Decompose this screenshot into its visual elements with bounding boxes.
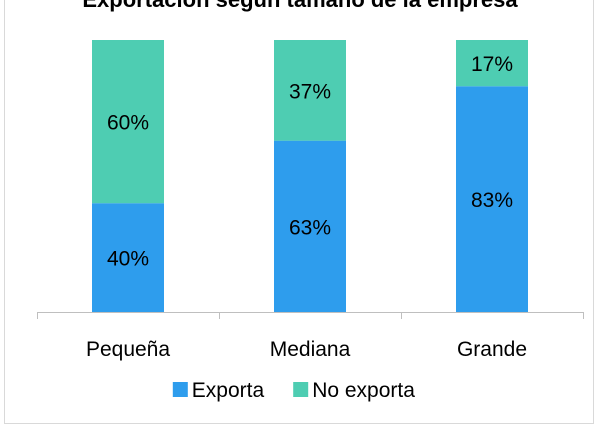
category-label-grande: Grande	[457, 338, 527, 361]
category-label-mediana: Mediana	[270, 338, 351, 361]
bar-no-exporta-grande	[456, 40, 528, 87]
data-label-exporta-grande: 83%	[471, 189, 513, 212]
data-label-no-exporta-mediana: 37%	[289, 80, 331, 103]
legend-label-exporta: Exporta	[192, 379, 265, 402]
legend-label-no-exporta: No exporta	[312, 379, 415, 402]
legend-swatch-exporta	[172, 382, 188, 397]
data-label-exporta-pequena: 40%	[107, 248, 149, 271]
data-label-no-exporta-pequena: 60%	[107, 112, 149, 135]
chart-title: Exportación según tamaño de la empresa	[0, 0, 600, 13]
bar-exporta-pequena	[92, 203, 164, 312]
bar-no-exporta-pequena	[92, 40, 164, 204]
bar-exporta-grande	[456, 86, 528, 313]
bar-exporta-mediana	[274, 140, 346, 312]
data-label-no-exporta-grande: 17%	[471, 53, 513, 76]
category-label-pequena: Pequeña	[86, 338, 170, 361]
legend-swatch-no-exporta	[293, 382, 309, 397]
bar-no-exporta-mediana	[274, 40, 346, 141]
data-label-exporta-mediana: 63%	[289, 216, 331, 239]
